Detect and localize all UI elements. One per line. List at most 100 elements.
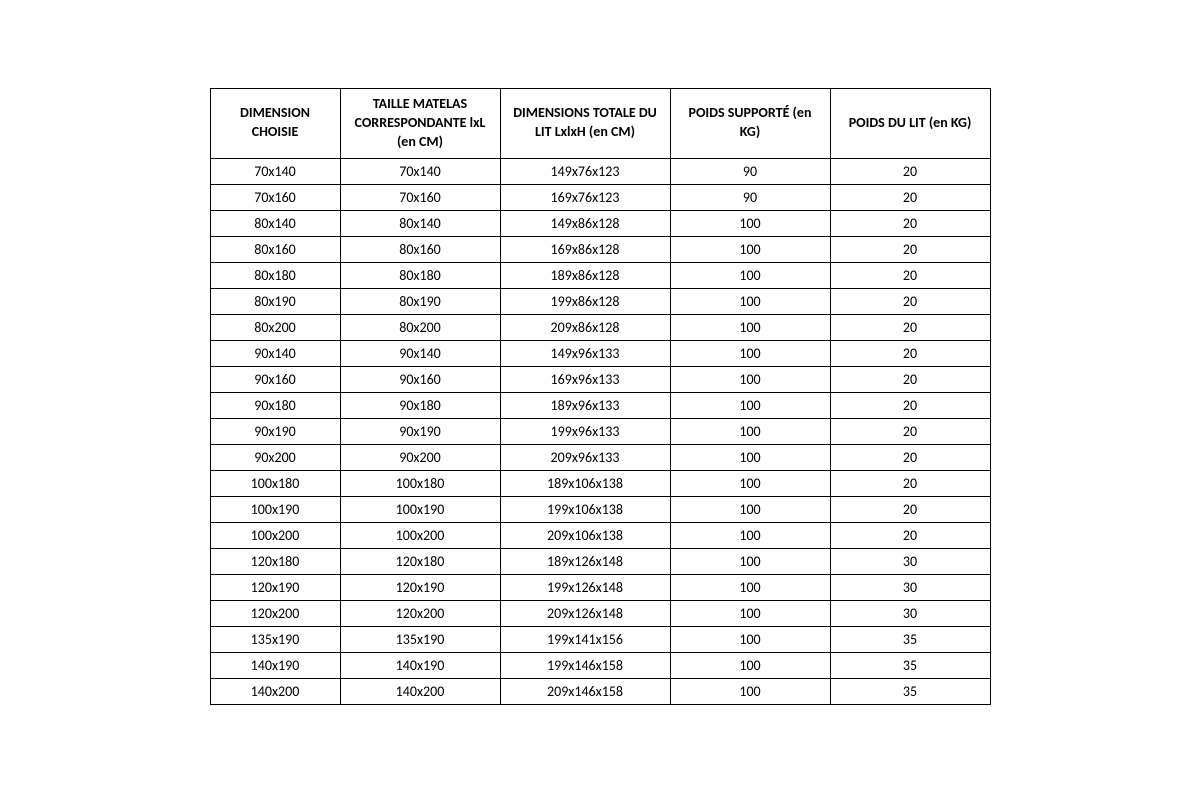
table-row: 80x20080x200209x86x12810020: [210, 314, 990, 340]
table-cell: 80x200: [210, 314, 340, 340]
table-cell: 120x200: [340, 600, 500, 626]
table-cell: 30: [830, 600, 990, 626]
table-row: 120x180120x180189x126x14810030: [210, 548, 990, 574]
table-cell: 100: [670, 496, 830, 522]
table-cell: 140x190: [210, 652, 340, 678]
table-cell: 20: [830, 496, 990, 522]
table-cell: 100: [670, 574, 830, 600]
table-row: 90x18090x180189x96x13310020: [210, 392, 990, 418]
table-cell: 20: [830, 418, 990, 444]
table-cell: 100: [670, 470, 830, 496]
table-cell: 199x146x158: [500, 652, 670, 678]
table-cell: 80x140: [210, 210, 340, 236]
table-cell: 100: [670, 652, 830, 678]
table-cell: 20: [830, 444, 990, 470]
table-cell: 149x86x128: [500, 210, 670, 236]
table-cell: 209x146x158: [500, 678, 670, 704]
table-cell: 100: [670, 444, 830, 470]
table-cell: 149x96x133: [500, 340, 670, 366]
table-cell: 80x190: [340, 288, 500, 314]
table-cell: 20: [830, 470, 990, 496]
table-cell: 209x126x148: [500, 600, 670, 626]
table-cell: 169x76x123: [500, 184, 670, 210]
table-cell: 120x200: [210, 600, 340, 626]
col-header-dimension-choisie: DIMENSION CHOISIE: [210, 89, 340, 159]
table-row: 135x190135x190199x141x15610035: [210, 626, 990, 652]
table-cell: 70x160: [340, 184, 500, 210]
table-row: 120x190120x190199x126x14810030: [210, 574, 990, 600]
table-cell: 140x200: [340, 678, 500, 704]
table-row: 80x18080x180189x86x12810020: [210, 262, 990, 288]
table-cell: 20: [830, 366, 990, 392]
table-cell: 100x180: [340, 470, 500, 496]
table-cell: 35: [830, 626, 990, 652]
table-row: 80x14080x140149x86x12810020: [210, 210, 990, 236]
table-cell: 100x180: [210, 470, 340, 496]
table-cell: 135x190: [210, 626, 340, 652]
table-cell: 100: [670, 392, 830, 418]
table-cell: 189x126x148: [500, 548, 670, 574]
table-cell: 209x86x128: [500, 314, 670, 340]
table-cell: 20: [830, 314, 990, 340]
table-cell: 35: [830, 652, 990, 678]
table-cell: 70x140: [210, 158, 340, 184]
table-cell: 90x140: [210, 340, 340, 366]
table-cell: 100x200: [340, 522, 500, 548]
table-cell: 90: [670, 158, 830, 184]
table-cell: 80x180: [210, 262, 340, 288]
table-row: 140x200140x200209x146x15810035: [210, 678, 990, 704]
col-header-taille-matelas: TAILLE MATELAS CORRESPONDANTE lxL (en CM…: [340, 89, 500, 159]
table-cell: 120x180: [210, 548, 340, 574]
table-cell: 90x180: [340, 392, 500, 418]
table-row: 80x16080x160169x86x12810020: [210, 236, 990, 262]
table-cell: 90x200: [340, 444, 500, 470]
table-cell: 90x190: [210, 418, 340, 444]
table-cell: 199x106x138: [500, 496, 670, 522]
table-cell: 140x200: [210, 678, 340, 704]
table-row: 100x180100x180189x106x13810020: [210, 470, 990, 496]
table-cell: 90x200: [210, 444, 340, 470]
table-cell: 209x106x138: [500, 522, 670, 548]
table-cell: 120x190: [340, 574, 500, 600]
table-cell: 100: [670, 678, 830, 704]
table-row: 70x14070x140149x76x1239020: [210, 158, 990, 184]
table-cell: 80x190: [210, 288, 340, 314]
table-cell: 80x180: [340, 262, 500, 288]
table-cell: 80x200: [340, 314, 500, 340]
table-cell: 100: [670, 418, 830, 444]
table-cell: 100: [670, 288, 830, 314]
table-cell: 100x200: [210, 522, 340, 548]
dimensions-table: DIMENSION CHOISIE TAILLE MATELAS CORRESP…: [210, 88, 991, 705]
table-row: 80x19080x190199x86x12810020: [210, 288, 990, 314]
table-cell: 90x160: [340, 366, 500, 392]
table-cell: 100: [670, 236, 830, 262]
table-cell: 199x126x148: [500, 574, 670, 600]
table-row: 140x190140x190199x146x15810035: [210, 652, 990, 678]
table-cell: 20: [830, 392, 990, 418]
table-cell: 90x190: [340, 418, 500, 444]
col-header-poids-du-lit: POIDS DU LIT (en KG): [830, 89, 990, 159]
table-cell: 20: [830, 262, 990, 288]
table-header: DIMENSION CHOISIE TAILLE MATELAS CORRESP…: [210, 89, 990, 159]
table-cell: 90x160: [210, 366, 340, 392]
table-cell: 80x140: [340, 210, 500, 236]
table-row: 100x190100x190199x106x13810020: [210, 496, 990, 522]
table-row: 90x16090x160169x96x13310020: [210, 366, 990, 392]
table-cell: 100: [670, 548, 830, 574]
table-cell: 35: [830, 678, 990, 704]
table-cell: 189x96x133: [500, 392, 670, 418]
table-cell: 30: [830, 548, 990, 574]
table-row: 120x200120x200209x126x14810030: [210, 600, 990, 626]
col-header-dimensions-totales: DIMENSIONS TOTALE DU LIT LxlxH (en CM): [500, 89, 670, 159]
table-cell: 100: [670, 262, 830, 288]
table-cell: 189x86x128: [500, 262, 670, 288]
table-cell: 100: [670, 522, 830, 548]
table-cell: 189x106x138: [500, 470, 670, 496]
table-cell: 80x160: [340, 236, 500, 262]
table-cell: 209x96x133: [500, 444, 670, 470]
table-row: 90x20090x200209x96x13310020: [210, 444, 990, 470]
table-cell: 135x190: [340, 626, 500, 652]
table-cell: 100: [670, 210, 830, 236]
table-cell: 199x96x133: [500, 418, 670, 444]
table-cell: 149x76x123: [500, 158, 670, 184]
